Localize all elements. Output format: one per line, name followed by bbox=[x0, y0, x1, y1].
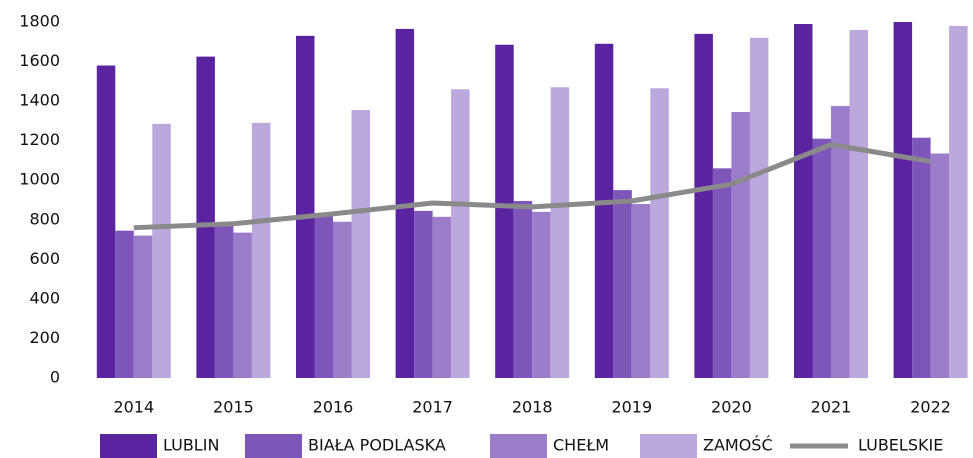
bar bbox=[712, 168, 732, 378]
bar bbox=[296, 35, 315, 378]
y-tick-label: 200 bbox=[29, 328, 60, 347]
bar bbox=[314, 214, 333, 378]
bar bbox=[631, 203, 651, 378]
bar bbox=[532, 211, 551, 378]
legend-label: BIAŁA PODLASKA bbox=[308, 436, 446, 455]
x-tick-label: 2018 bbox=[512, 398, 553, 417]
y-tick-label: 1000 bbox=[19, 170, 60, 189]
bar bbox=[196, 56, 215, 378]
legend-swatch bbox=[100, 434, 157, 458]
bar bbox=[333, 221, 352, 378]
bar bbox=[594, 43, 614, 378]
legend-label: LUBLIN bbox=[163, 436, 219, 455]
y-tick-label: 800 bbox=[29, 209, 60, 228]
x-tick-label: 2020 bbox=[711, 398, 752, 417]
bar bbox=[849, 29, 868, 379]
bar bbox=[495, 44, 514, 378]
y-tick-label: 1200 bbox=[19, 130, 60, 149]
legend-label: ZAMOŚĆ bbox=[703, 436, 773, 455]
bar bbox=[650, 88, 669, 378]
bar bbox=[930, 153, 950, 378]
bar bbox=[694, 33, 713, 378]
y-tick-label: 1600 bbox=[19, 51, 60, 70]
bar bbox=[115, 230, 134, 378]
bar bbox=[214, 224, 234, 378]
bar bbox=[152, 123, 171, 378]
bar bbox=[912, 137, 931, 378]
bar bbox=[351, 110, 370, 378]
bar bbox=[414, 210, 433, 378]
x-tick-label: 2016 bbox=[313, 398, 354, 417]
bar bbox=[451, 89, 470, 378]
legend-swatch bbox=[640, 434, 697, 458]
bar bbox=[432, 216, 452, 378]
bar bbox=[395, 28, 415, 379]
x-tick-label: 2017 bbox=[412, 398, 453, 417]
legend-swatch bbox=[490, 434, 547, 458]
bar bbox=[749, 37, 769, 378]
legend-label: LUBELSKIE bbox=[858, 436, 943, 455]
y-tick-label: 0 bbox=[50, 368, 60, 387]
bar bbox=[613, 190, 632, 378]
x-tick-label: 2014 bbox=[113, 398, 154, 417]
x-tick-label: 2015 bbox=[213, 398, 254, 417]
x-tick-label: 2021 bbox=[811, 398, 852, 417]
bar bbox=[513, 200, 533, 378]
bar bbox=[550, 87, 570, 379]
bar bbox=[831, 106, 850, 379]
y-tick-label: 600 bbox=[29, 249, 60, 268]
x-tick-label: 2022 bbox=[910, 398, 951, 417]
bar bbox=[731, 111, 750, 378]
bar bbox=[794, 23, 813, 378]
legend-swatch bbox=[245, 434, 302, 458]
x-tick-label: 2019 bbox=[611, 398, 652, 417]
bar bbox=[96, 65, 116, 378]
line-series bbox=[133, 142, 932, 231]
bar bbox=[251, 122, 271, 378]
bar bbox=[893, 22, 913, 378]
legend-label: CHEŁM bbox=[553, 436, 609, 455]
bar bbox=[233, 232, 252, 378]
bar bbox=[812, 138, 831, 378]
bar bbox=[949, 25, 968, 378]
y-tick-label: 1400 bbox=[19, 91, 60, 110]
y-tick-label: 1800 bbox=[19, 12, 60, 31]
bar bbox=[133, 235, 153, 378]
y-tick-label: 400 bbox=[29, 288, 60, 307]
